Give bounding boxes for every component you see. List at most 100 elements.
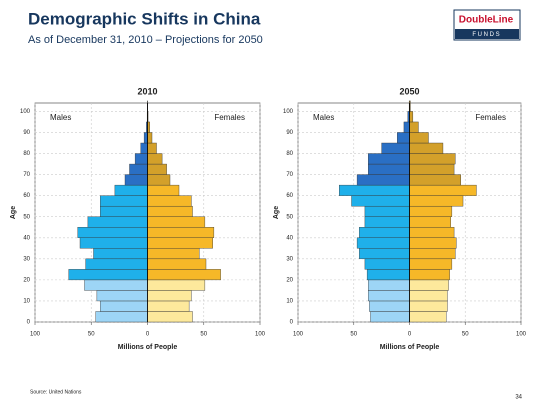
- x-tick-label: 50: [462, 332, 469, 338]
- y-tick-label: 60: [23, 193, 30, 199]
- bar: [364, 216, 410, 228]
- bar: [368, 153, 410, 165]
- bar: [409, 184, 477, 196]
- bar: [409, 205, 453, 217]
- bar: [147, 205, 193, 217]
- y-tick-label: 80: [286, 151, 293, 157]
- x-tick-label: 100: [255, 332, 266, 338]
- y-tick-label: 20: [286, 277, 293, 283]
- bar: [381, 142, 410, 154]
- y-tick-label: 90: [23, 130, 30, 136]
- bar: [147, 163, 167, 175]
- x-tick-label: 50: [88, 332, 95, 338]
- bar: [147, 300, 190, 312]
- series-label: Females: [214, 113, 245, 122]
- bar: [356, 237, 410, 249]
- bar: [409, 300, 448, 312]
- bar: [409, 195, 464, 207]
- bar: [368, 163, 410, 175]
- bar: [147, 279, 206, 291]
- series-label: Females: [475, 113, 506, 122]
- bar: [369, 300, 410, 312]
- bar: [114, 184, 148, 196]
- bar: [409, 132, 429, 144]
- bar: [359, 227, 410, 238]
- series-label: Males: [313, 113, 334, 122]
- x-tick-label: 50: [200, 332, 207, 338]
- bar: [147, 216, 206, 228]
- y-tick-label: 70: [286, 172, 293, 178]
- bar: [96, 290, 148, 302]
- bar: [100, 205, 148, 217]
- x-tick-label: 100: [30, 332, 41, 338]
- y-tick-label: 50: [286, 214, 293, 220]
- x-axis-label: Millions of People: [380, 344, 440, 351]
- y-tick-label: 10: [23, 299, 30, 305]
- y-tick-label: 20: [23, 277, 30, 283]
- bar: [359, 248, 410, 260]
- slide-subtitle: As of December 31, 2010 – Projections fo…: [28, 34, 263, 46]
- bar: [129, 163, 148, 175]
- x-tick-label: 100: [516, 332, 527, 338]
- bar: [147, 269, 221, 281]
- bar: [84, 279, 148, 291]
- bar: [147, 248, 200, 260]
- bar: [368, 290, 410, 302]
- bar: [147, 227, 215, 238]
- bar: [409, 153, 456, 165]
- slide-title: Demographic Shifts in China: [28, 9, 261, 28]
- bar: [409, 258, 453, 270]
- bar: [147, 153, 163, 165]
- y-tick-label: 30: [23, 256, 30, 262]
- bar: [409, 174, 461, 186]
- bar: [124, 174, 148, 186]
- bar: [356, 174, 410, 186]
- bar: [339, 184, 410, 196]
- logo-bar: [455, 29, 519, 39]
- bar: [147, 174, 171, 186]
- bar: [403, 121, 410, 133]
- y-tick-label: 40: [23, 235, 30, 241]
- y-tick-label: 60: [286, 193, 293, 199]
- y-tick-label: 0: [27, 320, 31, 326]
- bar: [95, 311, 148, 323]
- bar: [364, 205, 410, 217]
- x-tick-label: 100: [293, 332, 304, 338]
- bar: [140, 142, 148, 154]
- bar: [100, 195, 148, 207]
- bar: [364, 258, 410, 270]
- bar: [397, 132, 410, 144]
- bar: [409, 290, 448, 302]
- y-axis-label: Age: [10, 206, 17, 219]
- source: Source: United Nations: [30, 389, 82, 395]
- y-axis-label: Age: [273, 206, 280, 219]
- y-tick-label: 90: [286, 130, 293, 136]
- x-tick-label: 50: [350, 332, 357, 338]
- bar: [370, 311, 410, 323]
- bar: [143, 132, 148, 144]
- y-tick-label: 10: [286, 299, 293, 305]
- bar: [409, 248, 456, 260]
- bar: [368, 279, 410, 291]
- bar: [409, 216, 451, 228]
- bar: [147, 290, 192, 302]
- chart-title: 2050: [399, 86, 419, 96]
- bar: [409, 121, 419, 133]
- bar: [68, 269, 148, 281]
- bar: [147, 184, 180, 196]
- y-tick-label: 40: [286, 235, 293, 241]
- bar: [409, 227, 455, 238]
- y-tick-label: 100: [20, 109, 31, 115]
- bar: [93, 248, 148, 260]
- y-tick-label: 50: [23, 214, 30, 220]
- bar: [351, 195, 410, 207]
- y-tick-label: 30: [286, 256, 293, 262]
- bar: [366, 269, 410, 281]
- y-tick-label: 100: [283, 109, 294, 115]
- bar: [409, 111, 414, 123]
- bar: [409, 142, 444, 154]
- bar: [147, 311, 193, 323]
- y-tick-label: 70: [23, 172, 30, 178]
- bar: [409, 237, 457, 249]
